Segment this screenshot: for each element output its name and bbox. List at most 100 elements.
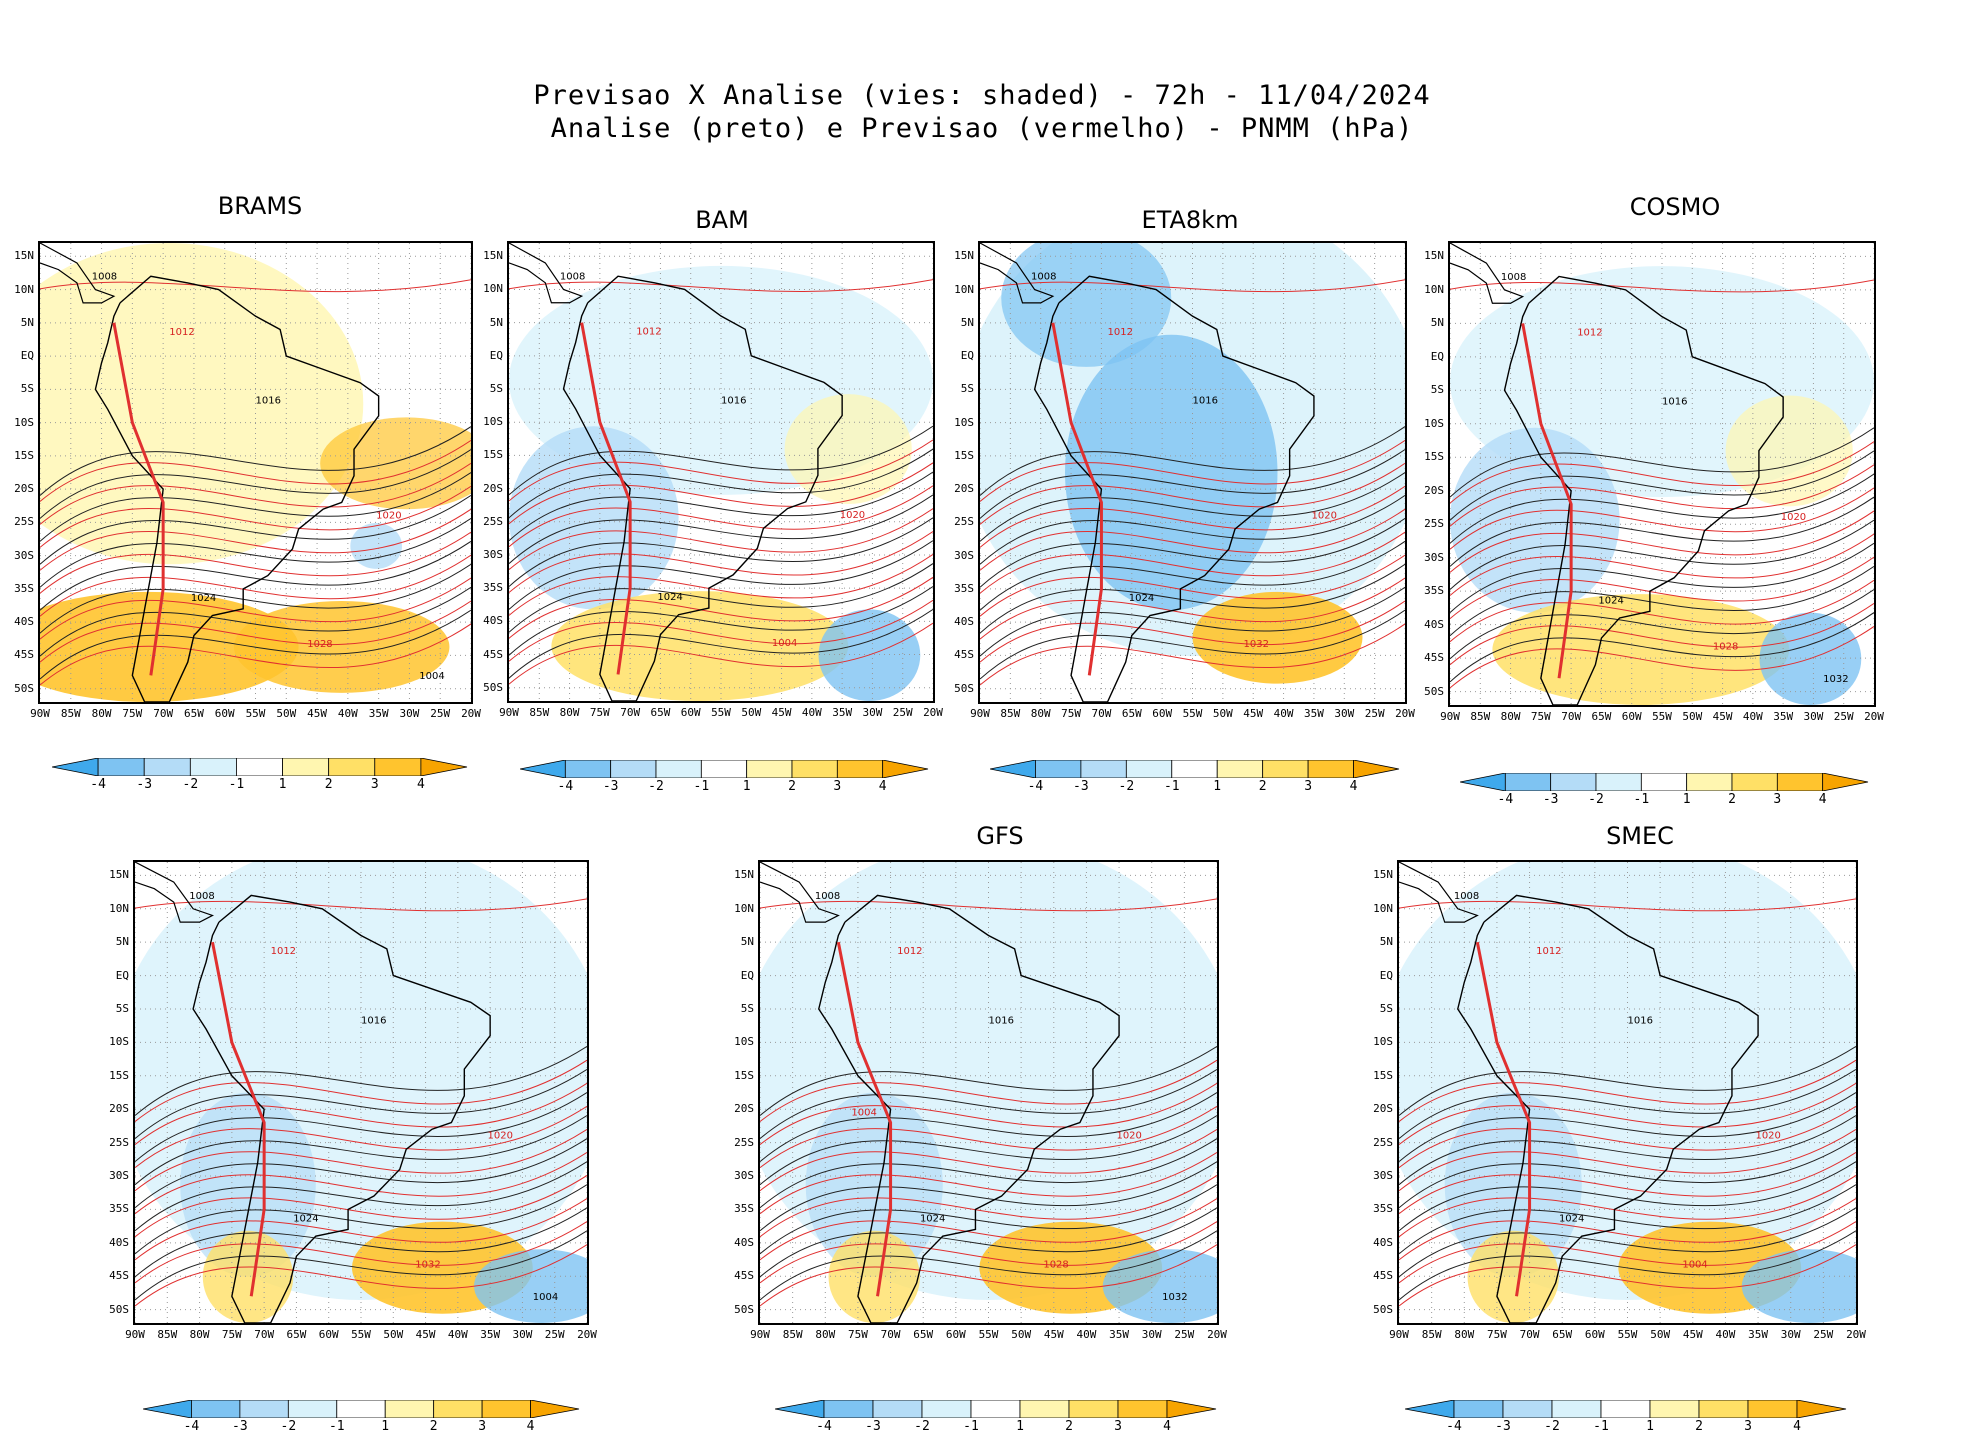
latitude-label: 5N [740,935,754,949]
colorbar-label: -1 [328,1419,345,1434]
longitude-label: 40W [1076,1328,1097,1341]
colorbar-label: -1 [693,779,710,794]
longitude-label: 20W [461,707,481,720]
latitude-label: 10S [1373,1035,1393,1049]
colorbar-label: 1 [742,779,751,794]
longitude-label: 75W [847,1328,868,1341]
colorbar-label: -3 [232,1419,248,1434]
contour-label: 1024 [191,593,216,604]
longitude-label: 55W [1182,707,1203,720]
colorbar-segment [1822,773,1869,791]
contour-label: 1016 [1662,397,1687,408]
colorbar-segment [384,1400,435,1418]
longitude-label: 55W [351,1328,371,1341]
contour-label: 1004 [533,1292,558,1303]
latitude-label: 5N [489,315,503,329]
colorbar-label: -4 [1446,1419,1462,1434]
latitude-label: EQ [489,348,503,362]
longitude-label: 35W [1303,707,1324,720]
colorbar-segment [520,760,566,778]
latitude-label: 30S [734,1169,754,1182]
colorbar-segment [97,758,145,776]
colorbar-label: 4 [1818,792,1827,807]
panel-title: ETA8km [1141,206,1239,234]
contour-label: 1004 [851,1108,876,1119]
map-plot: 1008 1012 1016 1020 1024 1028 1032 1004 [760,862,1217,1323]
longitude-label: 25W [892,706,913,719]
longitude-label: 50W [1212,707,1233,720]
colorbar-label: 3 [833,779,842,794]
latitude-label: 15S [734,1068,754,1082]
colorbar-label: 3 [370,777,379,792]
longitude-label: 25W [1174,1328,1195,1341]
longitude-label: 25W [544,1328,565,1341]
longitude-label: 55W [1652,710,1672,723]
colorbar-segment [700,760,748,778]
longitude-label: 55W [711,706,731,719]
contour-label: 1024 [920,1214,945,1225]
contour-label: 1024 [1129,593,1154,604]
latitude-label: 50S [483,680,503,694]
longitude-label: 30W [1141,1328,1162,1341]
colorbar-label: 1 [381,1419,390,1434]
latitude-label: 5N [115,935,129,949]
longitude-label: 65W [1121,707,1142,720]
latitude-label: 35S [14,581,34,595]
contour-label: 1004 [772,638,797,649]
longitude-label: 25W [1364,707,1385,720]
longitude-label: 85W [782,1328,803,1341]
colorbar-label: 3 [1304,779,1313,794]
colorbar-label: 4 [1349,779,1358,794]
latitude-label: 30S [1424,550,1444,564]
latitude-label: 10S [954,415,974,429]
colorbar-label: -3 [1542,792,1559,807]
longitude-label: 80W [91,707,112,720]
colorbar-segment [1353,760,1400,778]
longitude-label: 50W [1682,710,1703,723]
colorbar-segment [1640,773,1688,791]
latitude-label: 50S [1424,684,1444,698]
longitude-label: 65W [286,1328,307,1341]
longitude-label: 55W [978,1328,999,1341]
longitude-label: 70W [1561,710,1582,723]
contour-label: 1016 [1193,396,1218,407]
colorbar-label: 2 [1695,1419,1703,1434]
latitude-label: 20S [954,482,974,496]
longitude-label: 45W [1243,707,1264,720]
colorbar-segment [1796,1400,1847,1418]
latitude-label: 10N [734,901,754,915]
latitude-label: 25S [734,1135,754,1149]
panel-title: BAM [695,206,749,234]
latitude-label: 20S [109,1102,129,1116]
map-plot: 1008 1012 1016 1020 1024 1032 1004 [135,862,587,1323]
colorbar-label: 1 [1213,779,1222,794]
longitude-label: 70W [1091,707,1112,720]
colorbar-label: 1 [1682,792,1691,807]
latitude-label: 45S [734,1269,754,1283]
map-plot: 1008 1012 1016 1020 1024 1028 1004 [40,243,471,702]
latitude-label: EQ [1379,968,1393,982]
colorbar-segment [791,760,838,778]
longitude-label: 65W [1552,1328,1573,1341]
longitude-label: 20W [923,706,943,719]
colorbar-segment [746,760,793,778]
colorbar [143,1400,580,1418]
latitude-label: 10N [14,282,34,296]
colorbar-label: -4 [1027,779,1044,794]
longitude-label: 55W [245,707,266,720]
colorbar [520,760,929,778]
colorbar-segment [775,1400,825,1418]
colorbar-label: -2 [182,777,199,792]
colorbar-segment [1595,773,1642,791]
longitude-label: 65W [1591,710,1612,723]
colorbar-label: 4 [1163,1419,1171,1434]
latitude-label: 10N [109,901,129,915]
colorbar-segment [143,1400,192,1418]
latitude-label: 5S [960,382,974,396]
longitude-label: 40W [1742,710,1763,723]
contour-label: 1008 [189,891,214,902]
longitude-label: 85W [1470,710,1491,723]
latitude-label: 20S [483,481,503,495]
longitude-label: 85W [157,1328,178,1341]
latitude-label: 30S [954,548,974,562]
